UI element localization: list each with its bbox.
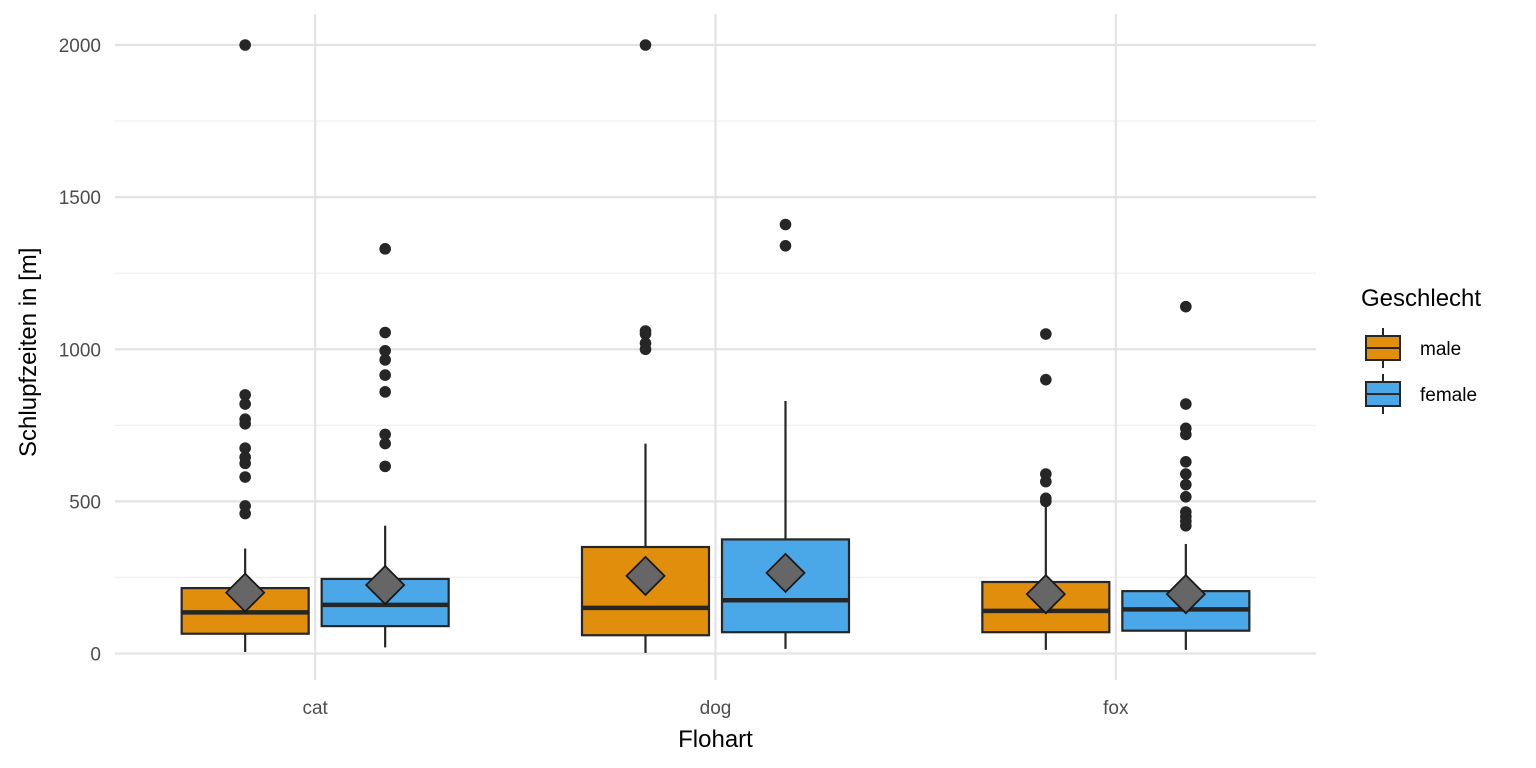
outlier-point [239,471,251,483]
legend-key-female: female [1365,374,1477,414]
outlier-point [379,428,391,441]
x-axis-ticks: cat dog fox [302,698,1129,719]
outlier-point [239,39,251,51]
box-female-fox [1121,300,1251,650]
outlier-point [379,243,391,255]
box-female-cat [320,243,450,648]
outlier-point [1180,478,1192,491]
outlier-point [379,354,391,366]
outlier-point [639,39,652,51]
outlier-point [1180,300,1192,313]
outlier-point [1040,468,1052,480]
legend-label: male [1420,339,1461,360]
outlier-point [379,369,391,381]
box-male-dog [580,39,711,653]
mean-diamond [625,555,666,597]
outlier-point [239,500,251,512]
box-female-dog [720,218,851,649]
legend-key-male: male [1365,328,1461,368]
outlier-point [239,389,251,401]
outlier-point [239,451,251,464]
boxplot-series [180,39,1251,653]
legend: Geschlecht male female [1361,285,1481,414]
outlier-point [639,325,652,337]
y-tick-label: 0 [90,645,101,666]
outlier-point [1180,468,1192,480]
outlier-point [379,460,391,473]
y-axis-title: Schlupfzeiten in [m] [15,248,42,457]
y-axis-ticks: 0 500 1000 1500 2000 [59,36,101,666]
y-tick-label: 1000 [59,340,101,361]
outlier-point [1180,422,1192,435]
mean-diamond [1025,573,1067,615]
outlier-point [639,337,652,349]
y-tick-label: 1500 [59,188,101,209]
y-tick-label: 500 [69,492,101,513]
outlier-point [1180,398,1192,410]
legend-label: female [1420,385,1477,406]
outlier-point [1040,373,1052,386]
outlier-point [1180,456,1192,468]
box-male-fox [981,328,1111,650]
mean-diamond [224,572,266,613]
y-tick-label: 2000 [59,36,101,57]
legend-title: Geschlecht [1361,285,1481,312]
outlier-point [239,413,251,426]
mean-diamond [765,552,806,594]
outlier-point [1040,492,1052,505]
outlier-point [379,326,391,339]
outlier-point [379,386,391,398]
mean-diamond [1165,573,1207,615]
outlier-point [779,218,792,231]
grid-lines [115,14,1316,680]
x-tick-label: dog [700,698,732,719]
outlier-point [239,398,251,410]
outlier-point [779,240,792,252]
outlier-point [1180,506,1192,518]
outlier-point [1040,328,1052,340]
x-axis-title: Flohart [678,726,753,753]
mean-diamond [364,564,406,606]
box-male-cat [180,39,310,652]
x-tick-label: cat [302,698,328,719]
outlier-point [379,437,391,450]
x-tick-label: fox [1103,698,1129,719]
outlier-point [379,344,391,357]
outlier-point [239,442,251,454]
outlier-point [1180,491,1192,503]
